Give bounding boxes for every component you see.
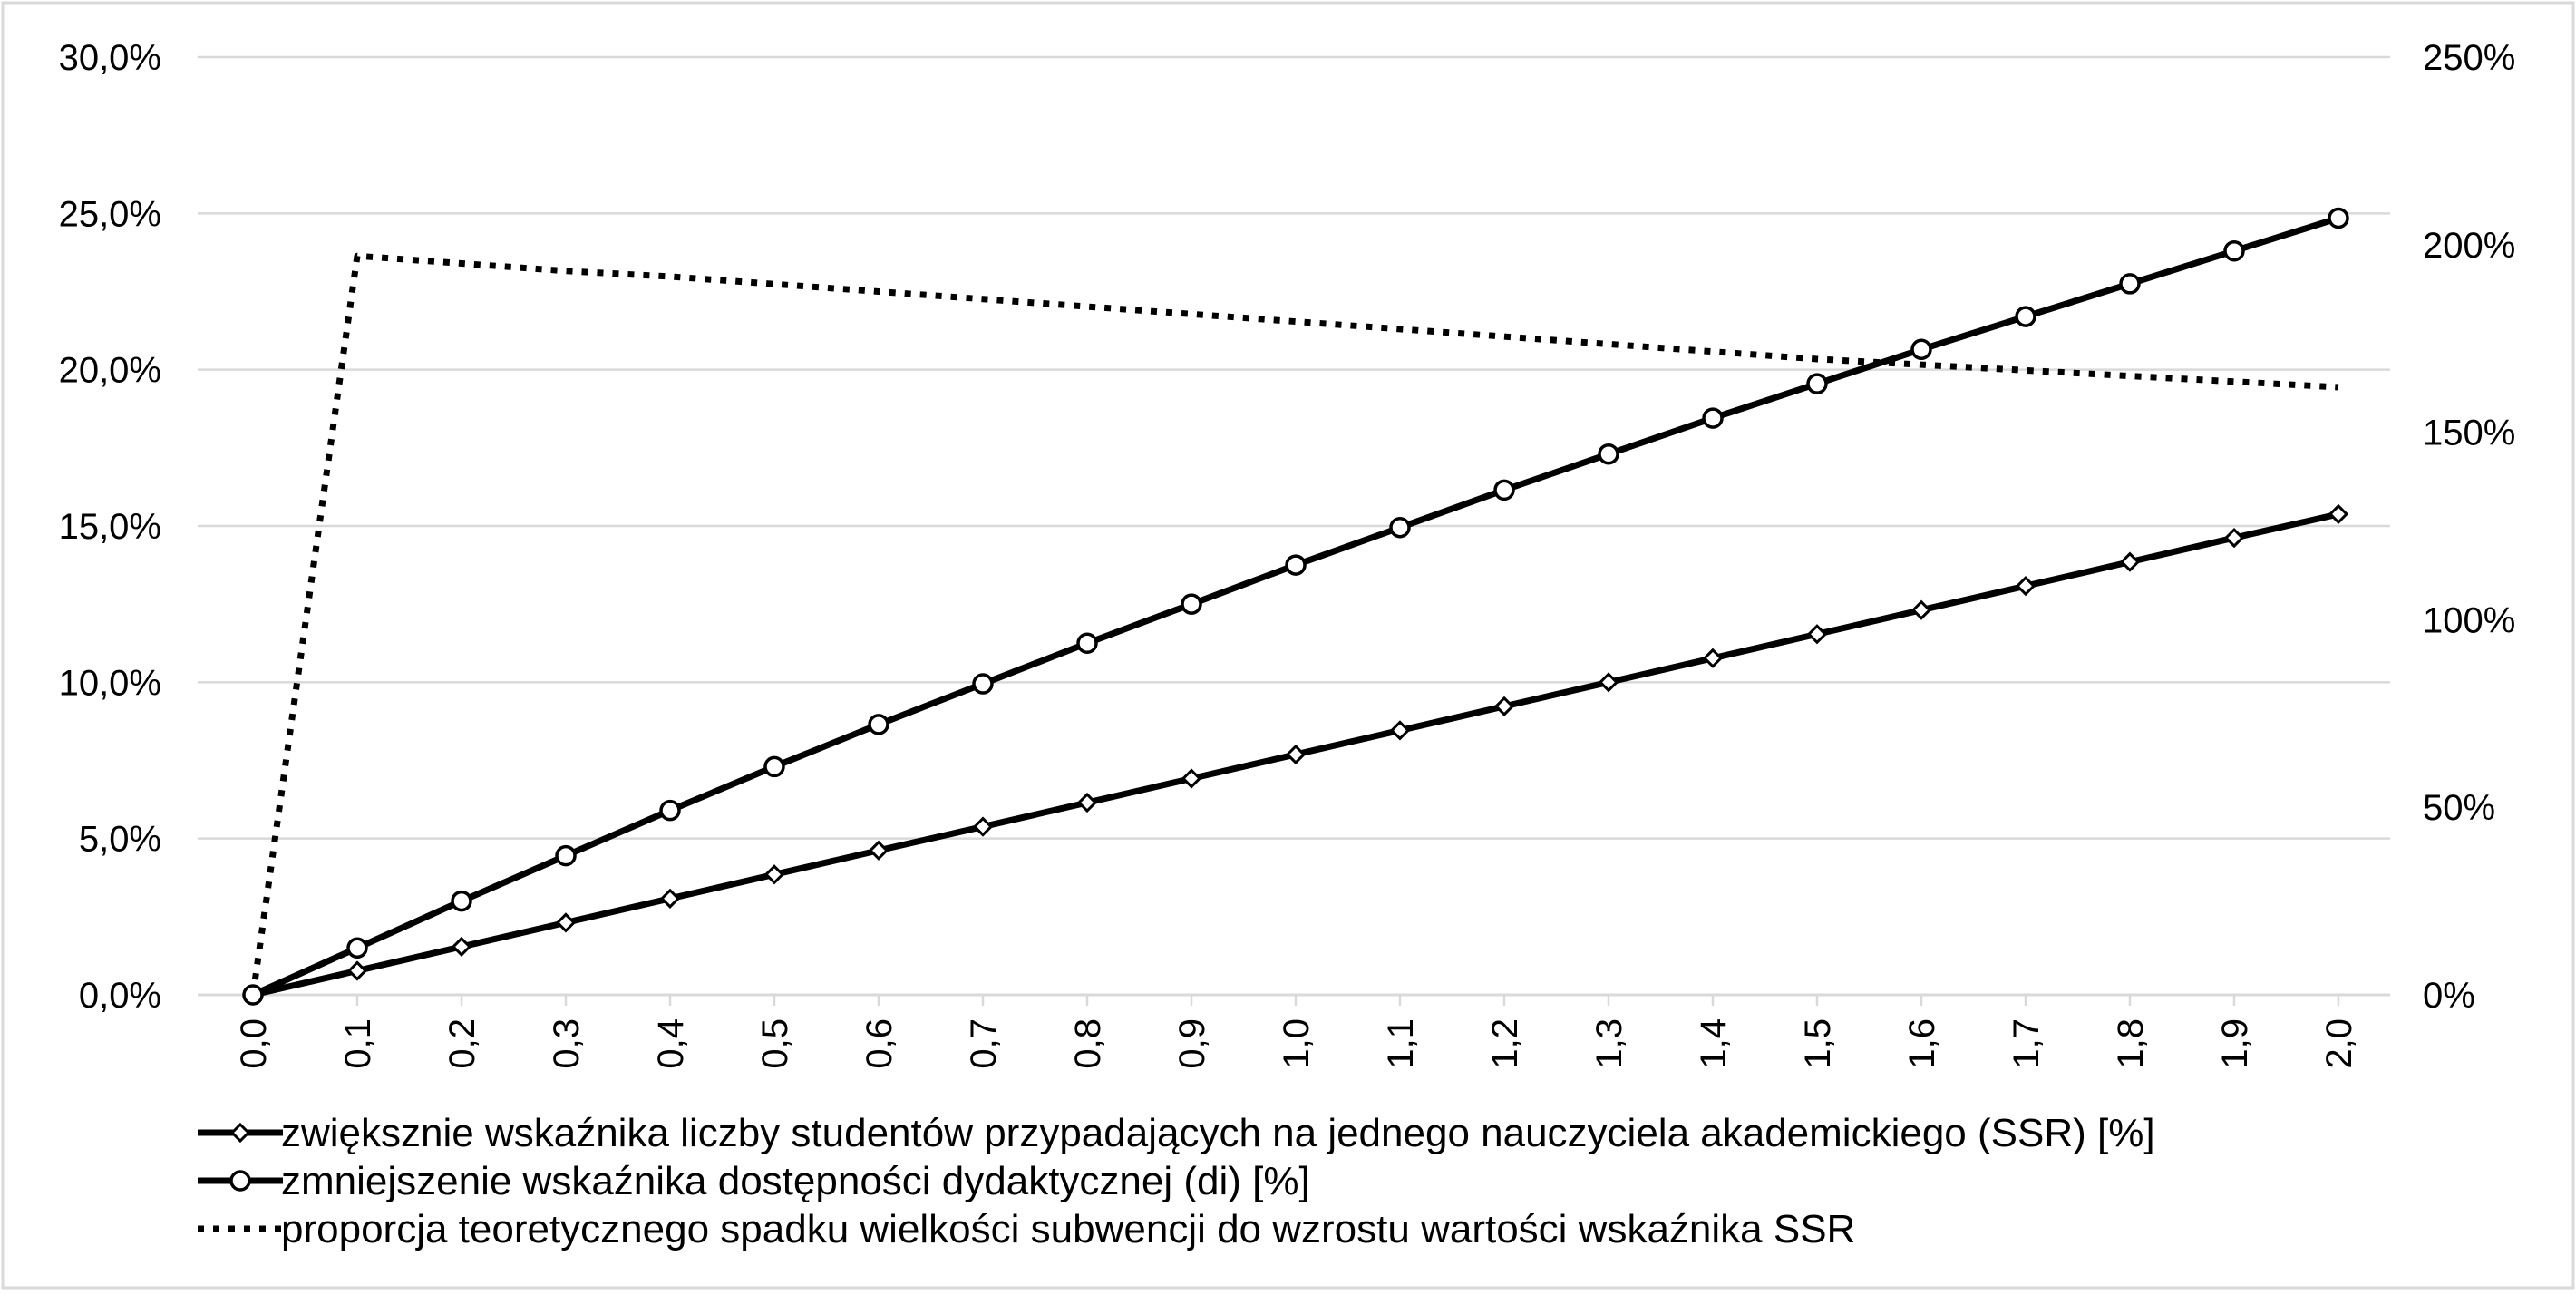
y-right-tick-label: 0% bbox=[2423, 976, 2475, 1016]
point-circle bbox=[555, 844, 577, 867]
x-tick-label: 1,3 bbox=[1589, 1018, 1629, 1069]
y-left-tick-label: 30,0% bbox=[59, 38, 161, 78]
series-line-3 bbox=[249, 252, 2339, 996]
point-circle bbox=[2328, 207, 2349, 229]
y-right-tick-label: 150% bbox=[2423, 414, 2515, 453]
y-left-tick-label: 25,0% bbox=[59, 194, 161, 234]
point-circle bbox=[1181, 593, 1202, 615]
point-circle bbox=[1806, 373, 1828, 394]
point-diamond bbox=[2119, 551, 2141, 572]
x-tick-label: 0,3 bbox=[547, 1018, 587, 1069]
x-tick-label: 1,8 bbox=[2111, 1018, 2151, 1069]
y-left-tick-label: 20,0% bbox=[59, 351, 161, 391]
x-tick-label: 1,7 bbox=[2007, 1018, 2046, 1069]
x-tick-label: 0,0 bbox=[234, 1018, 274, 1069]
x-tick-label: 1,2 bbox=[1485, 1018, 1525, 1069]
point-diamond bbox=[1076, 792, 1098, 813]
point-diamond bbox=[1598, 672, 1619, 693]
x-tick-label: 1,6 bbox=[1902, 1018, 1942, 1069]
y-left-tick-label: 0,0% bbox=[79, 976, 161, 1016]
point-circle bbox=[451, 890, 472, 912]
point-diamond bbox=[1389, 720, 1411, 741]
x-tick-label: 0,1 bbox=[338, 1018, 378, 1069]
y-right-tick-label: 250% bbox=[2423, 38, 2515, 78]
axes: 0,0% 5,0% 10,0% 15,0% 20,0% 25,0% 30,0% 0% 50% 10… bbox=[59, 38, 2516, 1069]
y-right-tick-label: 50% bbox=[2423, 788, 2495, 828]
point-circle bbox=[659, 799, 681, 822]
point-circle bbox=[2223, 239, 2245, 262]
x-tick-label: 0,5 bbox=[755, 1018, 795, 1069]
point-circle bbox=[763, 755, 785, 778]
point-diamond bbox=[659, 888, 681, 909]
point-circle bbox=[1285, 554, 1307, 576]
y-right-tick-label: 200% bbox=[2423, 226, 2515, 266]
y-left-tick-label: 5,0% bbox=[79, 820, 161, 860]
point-diamond bbox=[2015, 576, 2036, 597]
point-diamond bbox=[972, 816, 994, 837]
series-markers bbox=[242, 207, 2349, 1006]
legend-marker-diamond bbox=[229, 1122, 251, 1144]
point-diamond bbox=[868, 840, 889, 861]
point-diamond bbox=[1806, 624, 1828, 645]
point-circle bbox=[2119, 273, 2141, 295]
point-circle bbox=[346, 937, 368, 959]
point-diamond bbox=[1910, 599, 1932, 620]
x-tick-label: 1,1 bbox=[1381, 1018, 1421, 1069]
x-tick-label: 0,9 bbox=[1172, 1018, 1212, 1069]
point-diamond bbox=[2223, 527, 2245, 549]
x-tick-label: 0,8 bbox=[1068, 1018, 1108, 1069]
gridlines bbox=[198, 55, 2390, 840]
point-circle bbox=[1076, 632, 1098, 654]
point-diamond bbox=[346, 960, 368, 981]
legend-label-3: proporcja teoretycznego spadku wielkości… bbox=[281, 1207, 1855, 1251]
point-circle bbox=[1702, 407, 1724, 429]
x-tick-label: 1,9 bbox=[2215, 1018, 2255, 1069]
x-tick-label: 0,2 bbox=[442, 1018, 482, 1069]
legend-label-2: zmniejszenie wskaźnika dostępności dydak… bbox=[281, 1159, 1310, 1203]
point-circle bbox=[1910, 338, 1932, 361]
legend-label-1: zwiększnie wskaźnika liczby studentów pr… bbox=[281, 1111, 2155, 1155]
x-tick-label: 1,4 bbox=[1694, 1018, 1734, 1069]
y-left-tick-label: 10,0% bbox=[59, 663, 161, 703]
point-diamond bbox=[763, 864, 785, 885]
x-tick-label: 0,4 bbox=[651, 1018, 691, 1069]
point-diamond bbox=[451, 936, 472, 958]
point-diamond bbox=[555, 912, 577, 933]
point-diamond bbox=[1285, 744, 1307, 765]
point-circle bbox=[2015, 306, 2036, 327]
point-diamond bbox=[2328, 503, 2349, 525]
point-circle bbox=[1493, 479, 1515, 501]
legend: zwiększnie wskaźnika liczby studentów pr… bbox=[198, 1111, 2155, 1251]
x-tick-label: 1,0 bbox=[1277, 1018, 1317, 1069]
x-tick-label: 0,6 bbox=[860, 1018, 899, 1069]
point-circle bbox=[868, 714, 889, 735]
point-circle bbox=[1598, 443, 1619, 465]
point-circle bbox=[1389, 516, 1411, 539]
point-diamond bbox=[1702, 648, 1724, 668]
point-circle bbox=[972, 673, 994, 695]
x-tick-label: 2,0 bbox=[2319, 1018, 2359, 1069]
point-circle bbox=[242, 984, 264, 1006]
legend-marker-circle bbox=[229, 1170, 251, 1192]
x-tick-label: 1,5 bbox=[1798, 1018, 1838, 1069]
y-left-tick-label: 15,0% bbox=[59, 507, 161, 547]
point-diamond bbox=[1181, 768, 1202, 789]
y-right-tick-label: 100% bbox=[2423, 600, 2515, 640]
x-tick-label: 0,7 bbox=[964, 1018, 1004, 1069]
point-diamond bbox=[1493, 696, 1515, 716]
